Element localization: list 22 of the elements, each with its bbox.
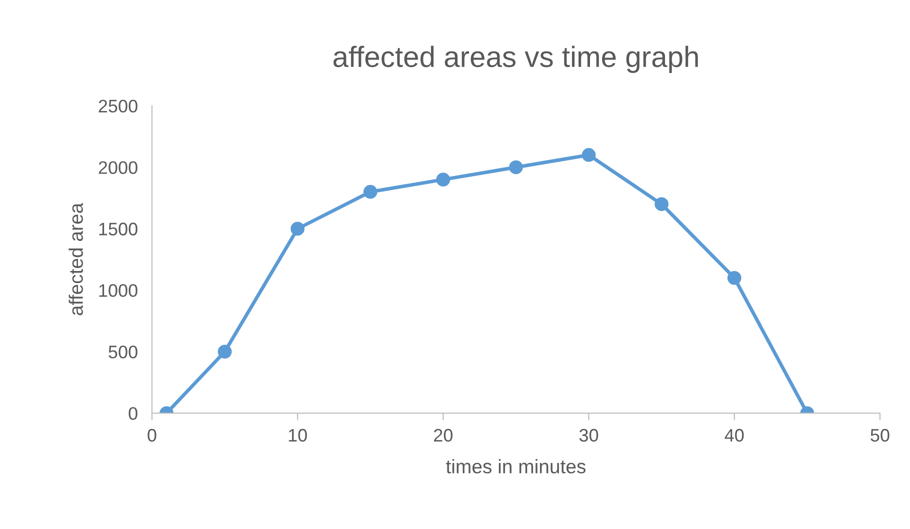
y-tick-label: 500 <box>108 346 138 358</box>
y-tick-label: 2000 <box>98 161 138 174</box>
point <box>363 184 378 199</box>
point <box>727 270 742 285</box>
y-tick-label: 1000 <box>99 284 138 297</box>
x-tick-label: 20 <box>434 428 453 442</box>
x-tick-label: 30 <box>579 428 598 442</box>
y-tick-label: 1500 <box>99 222 138 236</box>
x-tick-label: 0 <box>148 428 156 442</box>
y-tick-label: 0 <box>128 407 138 420</box>
x-tick-label: 10 <box>288 428 307 442</box>
point <box>582 148 596 162</box>
point <box>290 222 305 236</box>
point <box>654 197 669 212</box>
point <box>436 172 450 187</box>
x-tick-label: 40 <box>724 428 744 442</box>
y-axis-title: affected area <box>68 202 83 316</box>
y-tick-label: 2500 <box>98 100 138 113</box>
x-axis-title: times in minutes <box>446 459 586 474</box>
x-tick-label: 50 <box>870 428 890 442</box>
point <box>509 160 523 174</box>
chart-title: affected areas vs time graph <box>333 46 698 73</box>
